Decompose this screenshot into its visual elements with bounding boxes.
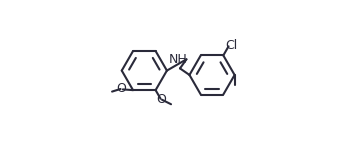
Text: O: O (116, 82, 126, 95)
Text: O: O (156, 93, 166, 106)
Text: Cl: Cl (226, 39, 238, 52)
Text: NH: NH (169, 54, 188, 66)
